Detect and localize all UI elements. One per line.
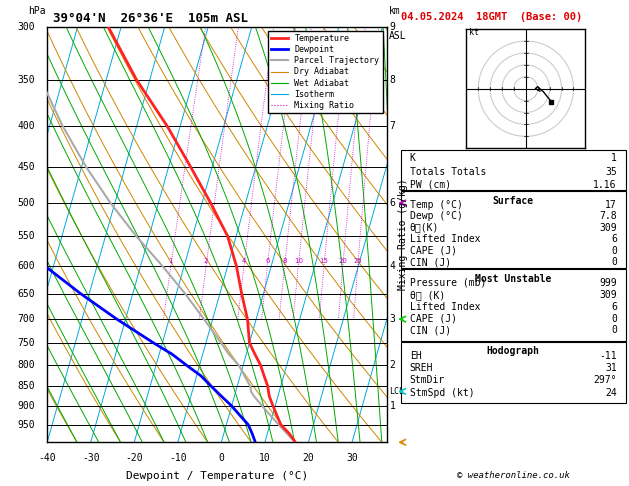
Text: PW (cm): PW (cm) [409, 180, 451, 190]
Text: 15: 15 [320, 258, 328, 264]
Text: -30: -30 [82, 452, 99, 463]
Text: 1: 1 [389, 401, 396, 411]
Text: hPa: hPa [28, 6, 46, 17]
Text: Surface: Surface [493, 196, 534, 206]
Text: -40: -40 [38, 452, 56, 463]
Text: 400: 400 [18, 121, 35, 131]
Text: LCL: LCL [389, 387, 404, 396]
Text: 39°04'N  26°36'E  105m ASL: 39°04'N 26°36'E 105m ASL [53, 12, 248, 25]
Text: 309: 309 [599, 223, 617, 232]
Text: SREH: SREH [409, 363, 433, 373]
Text: kt: kt [469, 28, 479, 37]
Text: Dewp (°C): Dewp (°C) [409, 211, 462, 221]
Text: 3: 3 [389, 314, 396, 324]
Text: 35: 35 [605, 167, 617, 176]
Text: θᴇ (K): θᴇ (K) [409, 290, 445, 300]
Text: Pressure (mb): Pressure (mb) [409, 278, 486, 288]
Text: Mixing Ratio (g/kg): Mixing Ratio (g/kg) [398, 179, 408, 290]
Text: 24: 24 [605, 387, 617, 398]
Text: 950: 950 [18, 419, 35, 430]
Text: © weatheronline.co.uk: © weatheronline.co.uk [457, 471, 570, 480]
Text: CIN (J): CIN (J) [409, 326, 451, 335]
Text: ASL: ASL [389, 31, 406, 41]
Text: CIN (J): CIN (J) [409, 257, 451, 267]
Text: 31: 31 [605, 363, 617, 373]
Text: 9: 9 [389, 22, 396, 32]
Text: CAPE (J): CAPE (J) [409, 313, 457, 324]
Text: 2: 2 [389, 360, 396, 370]
Text: StmDir: StmDir [409, 375, 445, 385]
Text: 1.16: 1.16 [593, 180, 617, 190]
Text: 0: 0 [218, 452, 225, 463]
Text: 17: 17 [605, 200, 617, 209]
Text: 4: 4 [389, 261, 396, 271]
Text: 850: 850 [18, 381, 35, 391]
Text: Dewpoint / Temperature (°C): Dewpoint / Temperature (°C) [126, 471, 308, 481]
Text: 2: 2 [204, 258, 208, 264]
Text: 8: 8 [389, 75, 396, 85]
Text: 999: 999 [599, 278, 617, 288]
Text: 10: 10 [259, 452, 270, 463]
Text: 6: 6 [389, 198, 396, 208]
Text: 650: 650 [18, 289, 35, 298]
Text: 350: 350 [18, 75, 35, 85]
Text: Lifted Index: Lifted Index [409, 234, 480, 244]
Text: StmSpd (kt): StmSpd (kt) [409, 387, 474, 398]
Text: 500: 500 [18, 198, 35, 208]
Text: 20: 20 [338, 258, 347, 264]
Text: 6: 6 [265, 258, 270, 264]
Text: 10: 10 [294, 258, 303, 264]
Text: -20: -20 [125, 452, 143, 463]
Text: -10: -10 [169, 452, 187, 463]
Text: 4: 4 [242, 258, 246, 264]
Text: θᴇ(K): θᴇ(K) [409, 223, 439, 232]
Text: 309: 309 [599, 290, 617, 300]
Text: Temp (°C): Temp (°C) [409, 200, 462, 209]
Text: 297°: 297° [593, 375, 617, 385]
Legend: Temperature, Dewpoint, Parcel Trajectory, Dry Adiabat, Wet Adiabat, Isotherm, Mi: Temperature, Dewpoint, Parcel Trajectory… [268, 31, 382, 113]
Text: km: km [389, 6, 400, 17]
Text: EH: EH [409, 351, 421, 361]
Text: Most Unstable: Most Unstable [475, 274, 552, 284]
Text: Lifted Index: Lifted Index [409, 302, 480, 312]
Text: 25: 25 [353, 258, 362, 264]
Text: 600: 600 [18, 261, 35, 271]
Text: 450: 450 [18, 162, 35, 172]
Text: 0: 0 [611, 313, 617, 324]
Text: 1: 1 [611, 154, 617, 163]
Text: 7.8: 7.8 [599, 211, 617, 221]
Text: 300: 300 [18, 22, 35, 32]
Text: 30: 30 [346, 452, 358, 463]
Text: 800: 800 [18, 360, 35, 370]
Text: 0: 0 [611, 257, 617, 267]
Text: 7: 7 [389, 121, 396, 131]
Text: 900: 900 [18, 401, 35, 411]
Text: -11: -11 [599, 351, 617, 361]
Text: 750: 750 [18, 338, 35, 348]
Text: 1: 1 [169, 258, 173, 264]
Text: 0: 0 [611, 326, 617, 335]
Text: CAPE (J): CAPE (J) [409, 245, 457, 256]
Text: 20: 20 [303, 452, 314, 463]
Text: 700: 700 [18, 314, 35, 324]
Text: Hodograph: Hodograph [487, 347, 540, 356]
Text: 550: 550 [18, 231, 35, 241]
Text: 6: 6 [611, 302, 617, 312]
Text: K: K [409, 154, 416, 163]
Text: 04.05.2024  18GMT  (Base: 00): 04.05.2024 18GMT (Base: 00) [401, 12, 582, 22]
Text: 0: 0 [611, 245, 617, 256]
Text: 6: 6 [611, 234, 617, 244]
Text: Totals Totals: Totals Totals [409, 167, 486, 176]
Text: 8: 8 [282, 258, 287, 264]
